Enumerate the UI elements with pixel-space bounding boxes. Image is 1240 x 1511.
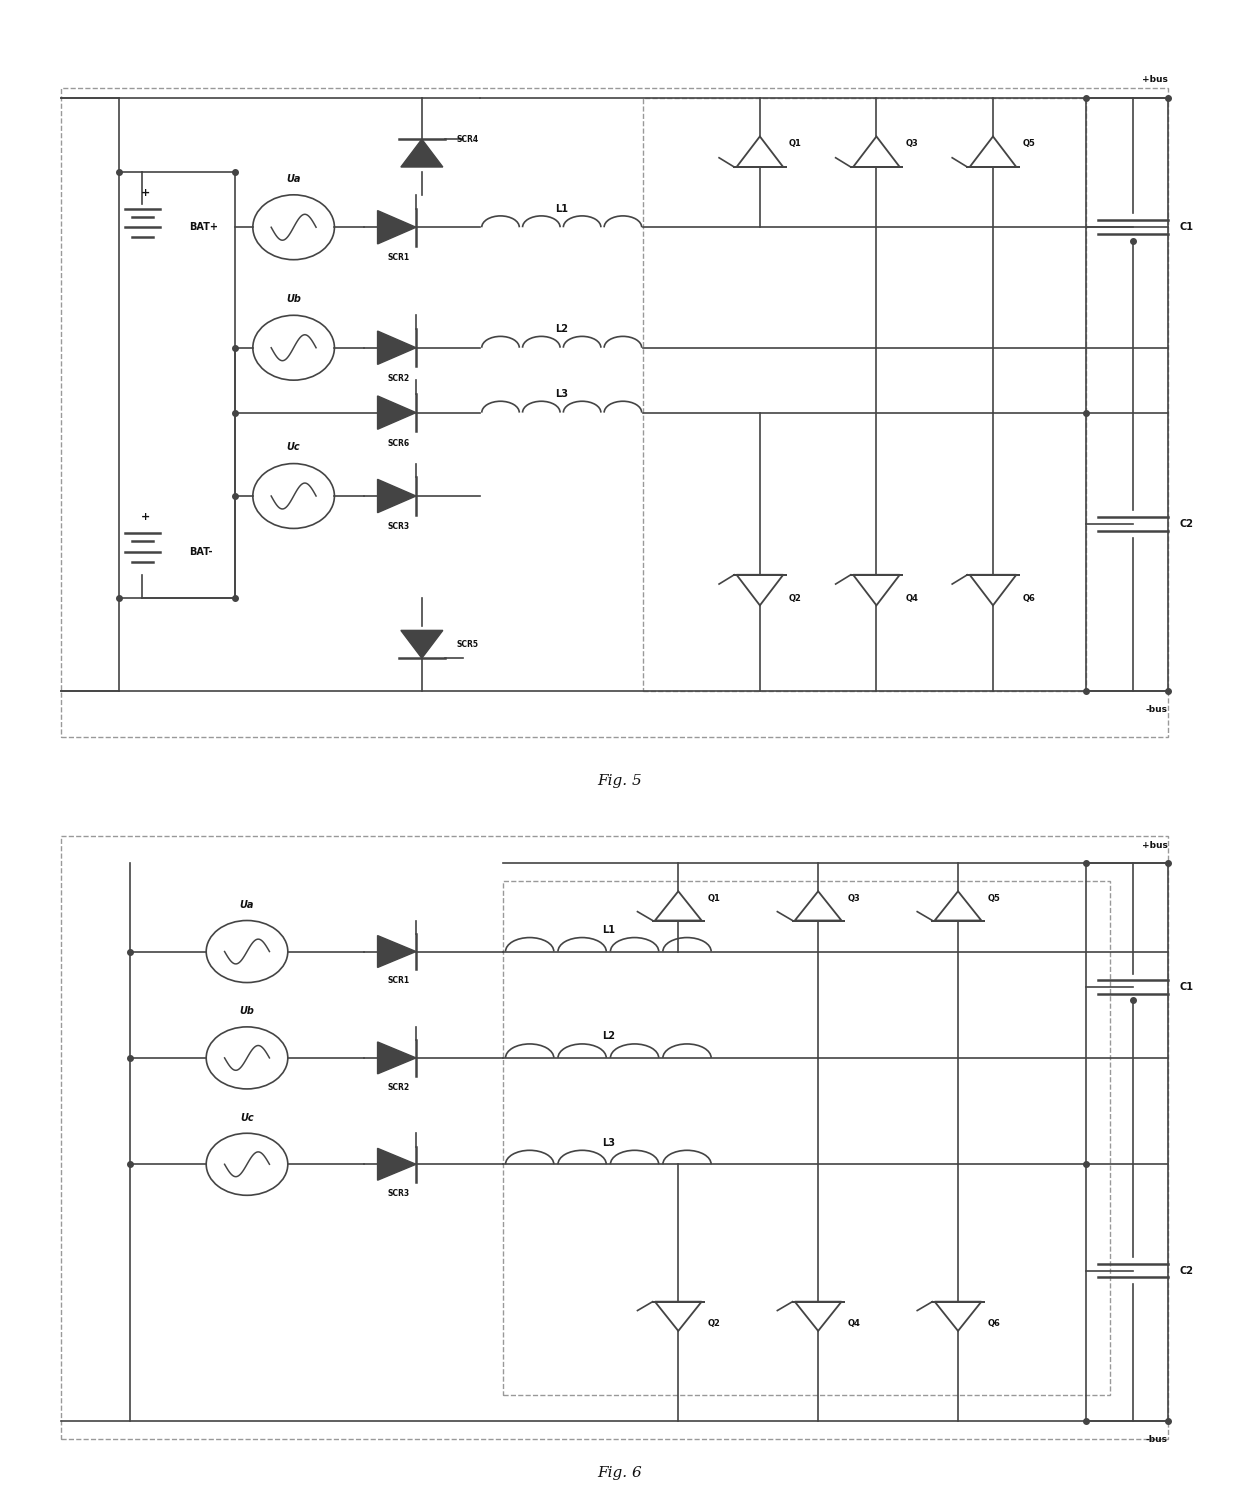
Text: C2: C2 [1179, 1266, 1193, 1275]
Polygon shape [377, 935, 415, 967]
Text: Q2: Q2 [789, 594, 802, 603]
Text: +bus: +bus [1142, 74, 1168, 83]
Text: SCR4: SCR4 [456, 134, 479, 144]
Text: C1: C1 [1179, 982, 1193, 993]
Polygon shape [401, 139, 443, 168]
Text: Fig. 6: Fig. 6 [598, 1466, 642, 1479]
Bar [503, 881, 1110, 1395]
Text: Q4: Q4 [905, 594, 919, 603]
Polygon shape [377, 1148, 415, 1180]
Text: SCR2: SCR2 [387, 1083, 409, 1092]
Text: SCR2: SCR2 [387, 373, 409, 382]
Text: Q2: Q2 [707, 1319, 720, 1328]
Text: -bus: -bus [1146, 1434, 1168, 1443]
Text: Ub: Ub [239, 1006, 254, 1017]
Text: SCR1: SCR1 [387, 976, 409, 985]
Text: Uc: Uc [241, 1112, 254, 1123]
Polygon shape [377, 396, 415, 429]
Text: Q4: Q4 [847, 1319, 861, 1328]
Text: L3: L3 [601, 1138, 615, 1147]
Text: SCR3: SCR3 [387, 521, 409, 530]
Text: L1: L1 [601, 925, 615, 935]
Text: L1: L1 [556, 204, 568, 213]
Text: L3: L3 [556, 388, 568, 399]
Text: Ua: Ua [239, 901, 254, 910]
Text: Uc: Uc [286, 443, 300, 452]
Text: Q3: Q3 [905, 139, 919, 148]
Bar [644, 98, 1086, 691]
Text: Q5: Q5 [987, 895, 999, 904]
Text: Ub: Ub [286, 295, 301, 304]
Text: SCR5: SCR5 [456, 639, 479, 648]
Text: +: + [141, 187, 150, 198]
Text: BAT+: BAT+ [188, 222, 218, 233]
Text: +bus: +bus [1142, 840, 1168, 849]
Text: Ua: Ua [286, 174, 301, 184]
Polygon shape [377, 479, 415, 512]
Text: SCR1: SCR1 [387, 254, 409, 263]
Text: C2: C2 [1179, 518, 1193, 529]
Text: Q1: Q1 [789, 139, 802, 148]
Text: L2: L2 [556, 323, 568, 334]
Text: BAT-: BAT- [188, 547, 212, 556]
Text: SCR3: SCR3 [387, 1189, 409, 1198]
Text: SCR6: SCR6 [387, 438, 409, 447]
Polygon shape [401, 630, 443, 659]
Polygon shape [377, 1043, 415, 1074]
Polygon shape [377, 210, 415, 243]
Text: Fig. 5: Fig. 5 [598, 774, 642, 789]
Text: Q6: Q6 [987, 1319, 999, 1328]
Text: C1: C1 [1179, 222, 1193, 233]
Polygon shape [377, 331, 415, 364]
Text: Q6: Q6 [1022, 594, 1035, 603]
Text: Q5: Q5 [1022, 139, 1035, 148]
Text: Q3: Q3 [847, 895, 861, 904]
Text: Q1: Q1 [707, 895, 720, 904]
Text: +: + [141, 512, 150, 521]
Text: -bus: -bus [1146, 704, 1168, 713]
Text: L2: L2 [601, 1031, 615, 1041]
